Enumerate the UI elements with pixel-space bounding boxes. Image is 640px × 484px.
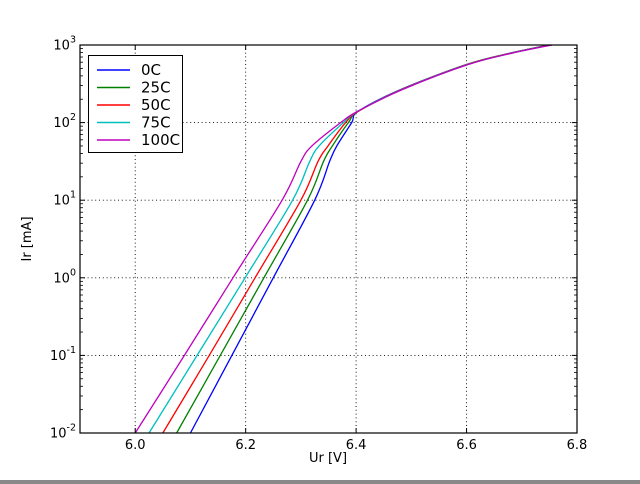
y-axis-label: Ir [mA] — [20, 216, 35, 261]
y-tick-labels: 103 102 101 100 10-1 10-2 — [50, 35, 76, 442]
axis-ticks — [80, 44, 578, 434]
legend-entry-75c: 75C — [97, 114, 171, 132]
x-tick-labels: 6.0 6.2 6.4 6.6 6.8 — [125, 438, 587, 453]
y-tick-label: 103 — [53, 35, 76, 54]
legend-entry-100c: 100C — [97, 131, 180, 149]
grid-lines — [80, 45, 577, 433]
legend-entry-50c: 50C — [97, 96, 171, 114]
data-series — [134, 44, 553, 434]
legend-label-0c: 0C — [141, 61, 161, 79]
legend-label-100c: 100C — [141, 131, 180, 149]
legend-box — [88, 55, 183, 153]
series-line-100c — [134, 44, 553, 434]
y-tick-label: 100 — [53, 267, 76, 286]
legend-label-25c: 25C — [141, 79, 171, 97]
legend-label-75c: 75C — [141, 114, 171, 132]
legend-entry-0c: 0C — [97, 61, 161, 79]
series-line-25c — [176, 44, 550, 434]
x-tick-label: 6.2 — [235, 438, 256, 453]
axes-frame — [79, 44, 578, 434]
y-tick-label: 10-2 — [50, 423, 76, 442]
legend-label-50c: 50C — [141, 96, 171, 114]
series-line-0c — [189, 44, 549, 434]
legend-entry-25c: 25C — [97, 79, 171, 97]
x-tick-label: 6.4 — [346, 438, 367, 453]
x-tick-label: 6.8 — [567, 438, 588, 453]
y-tick-label: 10-1 — [50, 345, 76, 364]
x-tick-label: 6.6 — [456, 438, 477, 453]
x-axis-label: Ur [V] — [309, 451, 347, 466]
x-tick-label: 6.0 — [125, 438, 146, 453]
y-tick-label: 102 — [53, 112, 76, 131]
y-tick-label: 101 — [53, 190, 76, 209]
